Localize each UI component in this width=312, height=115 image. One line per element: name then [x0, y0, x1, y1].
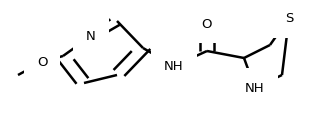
Text: S: S	[285, 12, 293, 25]
Text: NH: NH	[164, 60, 184, 73]
Text: N: N	[86, 30, 96, 43]
Text: NH: NH	[245, 82, 265, 95]
Text: O: O	[202, 17, 212, 30]
Text: O: O	[37, 56, 47, 69]
